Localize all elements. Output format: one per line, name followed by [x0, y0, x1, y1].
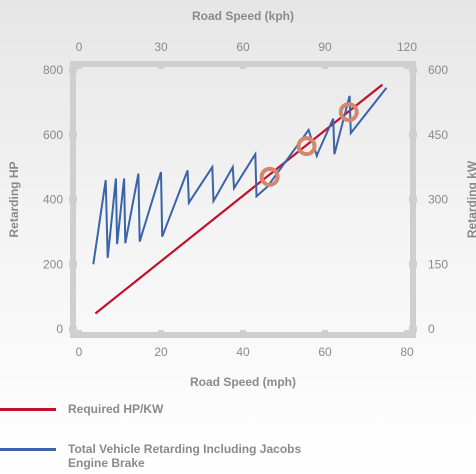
- y2-tick-mark: [409, 196, 417, 203]
- intersection-marker: [338, 102, 359, 123]
- x-tick-label: 80: [400, 345, 414, 359]
- x2-tick-label: 90: [318, 40, 332, 54]
- legend-label-required: Required HP/KW: [68, 402, 164, 416]
- y-tick-label: 600: [43, 128, 63, 142]
- y-axis-title: Retarding HP: [7, 161, 21, 237]
- y-tick-mark: [69, 261, 77, 268]
- y-tick-label: 800: [43, 63, 63, 77]
- x2-tick-mark: [76, 61, 82, 69]
- legend-swatch-total: [0, 448, 56, 451]
- y2-tick-label: 450: [428, 128, 448, 142]
- y2-axis-title: Retarding kW: [465, 160, 476, 238]
- x2-tick-label: 30: [154, 40, 168, 54]
- y2-tick-label: 0: [428, 322, 435, 336]
- intersection-marker: [296, 136, 317, 157]
- y2-tick-mark: [409, 131, 417, 138]
- x2-tick-label: 120: [397, 40, 417, 54]
- legend-swatch-required: [0, 408, 56, 411]
- x-tick-label: 20: [154, 345, 168, 359]
- y2-tick-mark: [409, 67, 417, 73]
- y2-tick-label: 600: [428, 63, 448, 77]
- x-axis-title: Road Speed (mph): [190, 375, 296, 389]
- x-tick-label: 60: [318, 345, 332, 359]
- legend-label-total: Total Vehicle Retarding Including Jacobs…: [68, 442, 302, 470]
- y-tick-mark: [69, 131, 77, 138]
- y-tick-mark: [69, 196, 77, 203]
- series-required-line: [94, 83, 384, 315]
- y2-tick-mark: [409, 261, 417, 268]
- x-tick-mark: [240, 330, 246, 338]
- intersection-marker: [259, 166, 280, 187]
- y2-tick-mark: [409, 326, 417, 332]
- x-tick-mark: [322, 330, 328, 338]
- series-total-line: [92, 87, 388, 265]
- y2-tick-label: 150: [428, 257, 448, 271]
- y2-tick-label: 300: [428, 193, 448, 207]
- x-tick-mark: [158, 330, 164, 338]
- x2-axis-title: Road Speed (kph): [192, 9, 294, 23]
- x2-tick-label: 60: [236, 40, 250, 54]
- y-tick-label: 0: [56, 322, 63, 336]
- y-tick-mark: [69, 326, 77, 332]
- x2-tick-mark: [322, 61, 328, 69]
- x-tick-label: 40: [236, 345, 250, 359]
- y-tick-mark: [69, 67, 77, 73]
- x-tick-label: 0: [76, 345, 83, 359]
- y-tick-label: 400: [43, 193, 63, 207]
- x-tick-mark: [404, 330, 410, 338]
- x2-tick-mark: [158, 61, 164, 69]
- x2-tick-label: 0: [76, 40, 83, 54]
- x2-tick-mark: [404, 61, 410, 69]
- x-tick-mark: [76, 330, 82, 338]
- y-tick-label: 200: [43, 257, 63, 271]
- x2-tick-mark: [240, 61, 246, 69]
